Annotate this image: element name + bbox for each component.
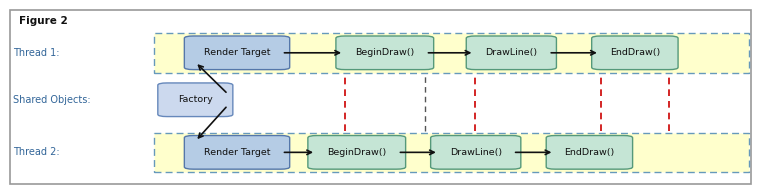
FancyBboxPatch shape	[591, 36, 678, 70]
Text: Factory: Factory	[178, 95, 213, 104]
FancyBboxPatch shape	[10, 10, 751, 184]
Text: DrawLine(): DrawLine()	[485, 48, 537, 57]
Text: Thread 2:: Thread 2:	[14, 147, 60, 157]
FancyBboxPatch shape	[184, 136, 290, 169]
FancyBboxPatch shape	[154, 33, 748, 73]
FancyBboxPatch shape	[431, 136, 520, 169]
Text: Render Target: Render Target	[203, 48, 271, 57]
FancyBboxPatch shape	[154, 133, 748, 172]
Text: EndDraw(): EndDraw()	[565, 148, 614, 157]
Text: EndDraw(): EndDraw()	[610, 48, 660, 57]
Text: Figure 2: Figure 2	[19, 16, 68, 26]
FancyBboxPatch shape	[158, 83, 233, 117]
FancyBboxPatch shape	[308, 136, 405, 169]
Text: BeginDraw(): BeginDraw()	[327, 148, 386, 157]
Text: DrawLine(): DrawLine()	[450, 148, 502, 157]
FancyBboxPatch shape	[546, 136, 632, 169]
FancyBboxPatch shape	[184, 36, 290, 70]
FancyBboxPatch shape	[336, 36, 434, 70]
FancyBboxPatch shape	[466, 36, 556, 70]
Text: Shared Objects:: Shared Objects:	[14, 95, 91, 105]
Text: BeginDraw(): BeginDraw()	[355, 48, 415, 57]
Text: Thread 1:: Thread 1:	[14, 48, 60, 58]
Text: Render Target: Render Target	[203, 148, 271, 157]
